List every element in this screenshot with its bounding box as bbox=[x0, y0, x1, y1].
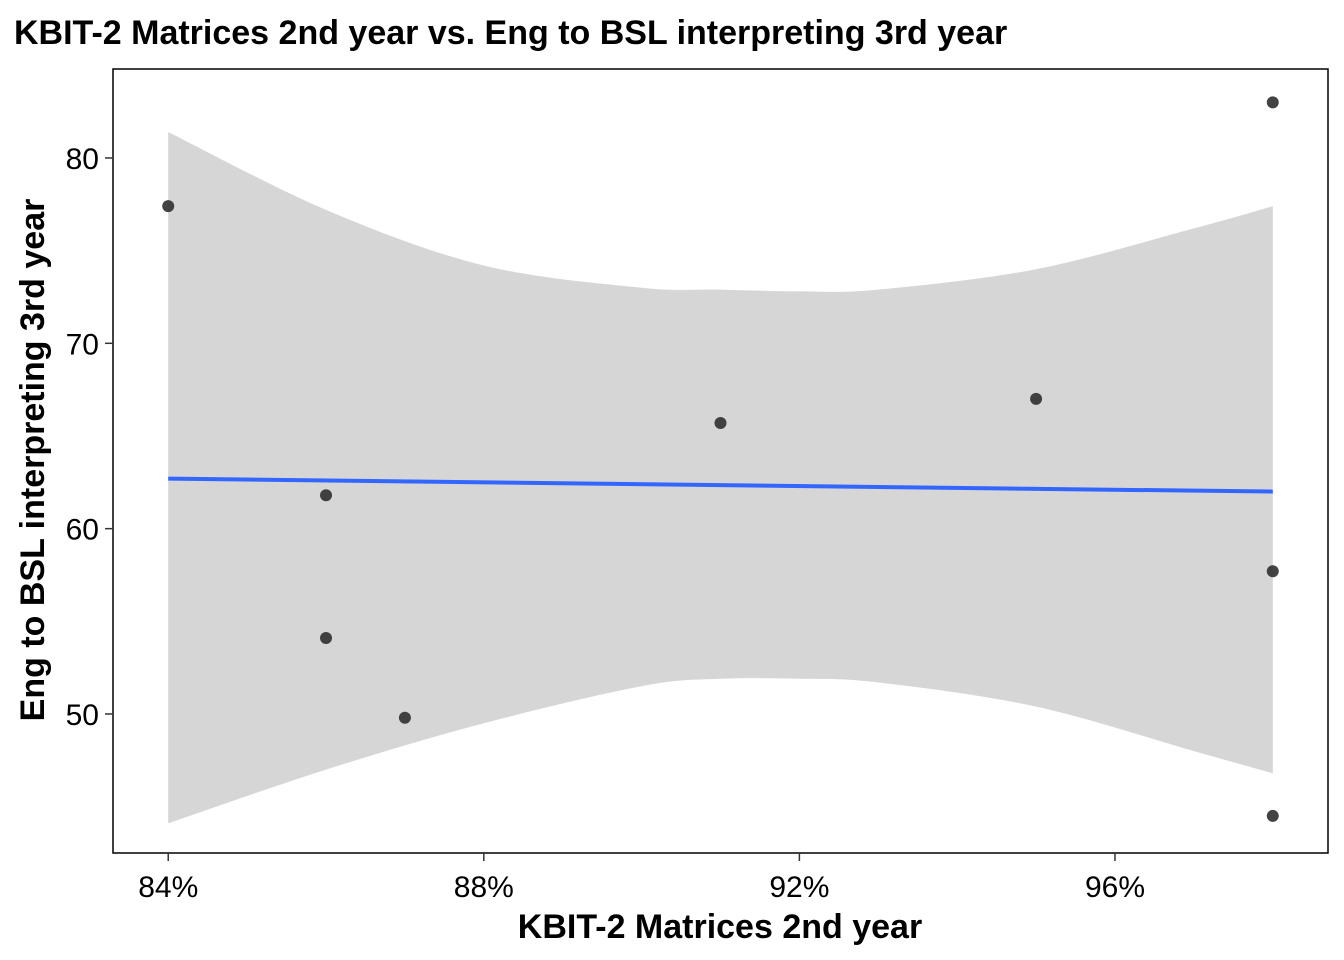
panel-border bbox=[112, 68, 1329, 854]
x-axis-title: KBIT-2 Matrices 2nd year bbox=[518, 908, 922, 946]
data-point bbox=[1266, 565, 1279, 578]
trend-line-layer bbox=[168, 476, 1273, 494]
data-point bbox=[398, 711, 411, 724]
y-axis-ticks: 50 60 70 80 bbox=[66, 143, 113, 732]
y-tick-label: 50 bbox=[66, 699, 99, 732]
x-tick-label: 84% bbox=[138, 871, 198, 904]
x-axis-ticks: 84% 88% 92% 96% bbox=[138, 853, 1145, 904]
confidence-band bbox=[168, 132, 1273, 824]
trend-line bbox=[168, 476, 1273, 494]
data-point bbox=[320, 489, 333, 502]
data-points-layer bbox=[162, 96, 1279, 822]
y-axis-title: Eng to BSL interpreting 3rd year bbox=[14, 199, 52, 722]
confidence-band-layer bbox=[168, 132, 1273, 824]
y-tick-label: 70 bbox=[66, 328, 99, 361]
data-point bbox=[320, 632, 333, 645]
y-tick-label: 80 bbox=[66, 143, 99, 176]
x-tick-label: 96% bbox=[1085, 871, 1145, 904]
data-point bbox=[162, 200, 175, 213]
chart-title: KBIT-2 Matrices 2nd year vs. Eng to BSL … bbox=[14, 14, 1007, 52]
y-tick-label: 60 bbox=[66, 514, 99, 547]
x-tick-label: 92% bbox=[769, 871, 829, 904]
data-point bbox=[1266, 809, 1279, 822]
data-point bbox=[1030, 392, 1043, 405]
data-point bbox=[1266, 96, 1279, 109]
data-point bbox=[714, 417, 727, 430]
x-tick-label: 88% bbox=[454, 871, 514, 904]
